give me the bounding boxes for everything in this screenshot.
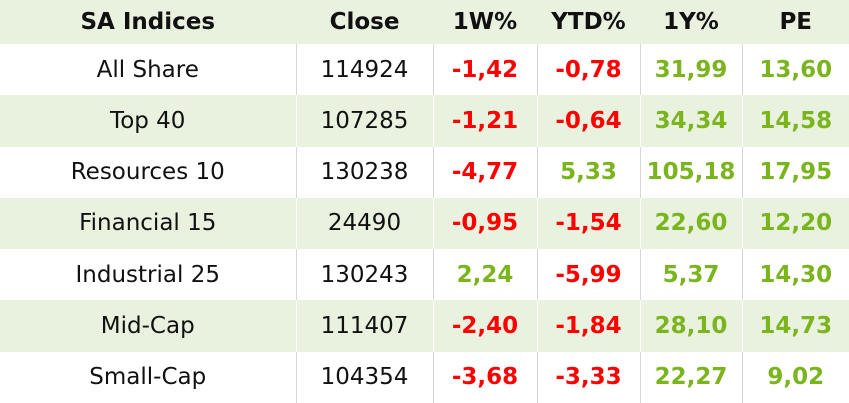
value-cell: 17,95 [741,146,849,198]
value-cell: 9,02 [741,351,849,403]
value-cell: -1,21 [432,95,537,147]
index-name: Financial 15 [0,197,296,250]
index-name: Top 40 [0,95,296,147]
value-cell: -1,54 [536,197,640,250]
value-cell: -1,42 [432,44,537,96]
value-cell: 130238 [295,146,433,198]
index-name: Mid-Cap [0,300,296,352]
value-cell: 14,58 [741,95,849,147]
header-cell: 1W% [432,0,537,44]
value-cell: 104354 [295,351,433,403]
header-row: SA Indices Close 1W% YTD% 1Y% PE [0,0,849,44]
value-cell: 22,60 [639,197,742,250]
header-cell: 1Y% [639,0,742,44]
index-name: Industrial 25 [75,261,220,288]
value-cell: 5,33 [536,146,640,198]
table-row: Resources 10 130238 -4,77 5,33 105,18 17,95 [0,146,849,198]
value-cell: -3,68 [432,351,537,403]
index-name: All Share [96,56,199,83]
table-row: Small-Cap 104354 -3,68 -3,33 22,27 9,02 [0,351,849,403]
value-cell: 12,20 [741,197,849,250]
header-cell: YTD% [536,0,640,44]
value-cell: 14,73 [741,300,849,352]
value-cell: 14,30 [741,249,849,301]
value-cell: 114924 [295,44,433,96]
table-row: All Share 114924 -1,42 -0,78 31,99 13,60 [0,44,849,96]
value-cell: -0,64 [536,95,640,147]
value-cell: 105,18 [639,146,742,198]
value-cell: -3,33 [536,351,640,403]
value-cell: 13,60 [741,44,849,96]
value-cell: -5,99 [536,249,640,301]
table-row: Financial 15 24490 -0,95 -1,54 22,60 12,20 [0,197,849,250]
value-cell: 111407 [295,300,433,352]
value-cell: 31,99 [639,44,742,96]
header-cell: Close [295,0,433,44]
index-name: Small-Cap [89,364,207,391]
table-row: Industrial 25 130243 2,24 -5,99 5,37 14,30 [0,249,849,301]
value-cell: 22,27 [639,351,742,403]
value-cell: 28,10 [639,300,742,352]
value-cell: -0,95 [432,197,537,250]
value-cell: -2,40 [432,300,537,352]
value-cell: -1,84 [536,300,640,352]
value-cell: 2,24 [432,249,537,301]
value-cell: 5,37 [639,249,742,301]
table-row: Top 40 107285 -1,21 -0,64 34,34 14,58 [0,95,849,147]
value-cell: -4,77 [432,146,537,198]
table-row: Mid-Cap 111407 -2,40 -1,84 28,10 14,73 [0,300,849,352]
value-cell: 107285 [295,95,433,147]
value-cell: 130243 [295,249,433,301]
value-cell: 24490 [295,197,433,250]
value-cell: -0,78 [536,44,640,96]
header-cell: PE [741,0,849,44]
index-name: Resources 10 [70,159,225,186]
header-cell: SA Indices [0,0,296,44]
value-cell: 34,34 [639,95,742,147]
